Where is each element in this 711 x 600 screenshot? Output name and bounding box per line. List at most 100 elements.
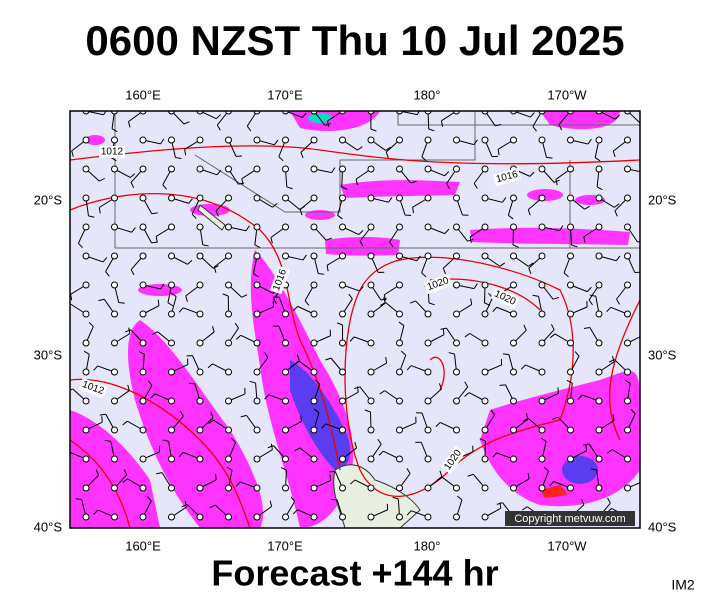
barb-feather <box>130 269 135 276</box>
barb-station <box>453 281 460 289</box>
barb-station <box>538 368 546 376</box>
latitude-label: 20°S <box>34 192 63 207</box>
barb-feather <box>70 294 73 301</box>
barb-station <box>310 252 318 260</box>
barb-feather <box>512 244 519 248</box>
barb-station <box>510 426 517 434</box>
barb-feather <box>428 128 435 132</box>
barb-feather <box>230 437 236 443</box>
barb-feather <box>160 138 165 145</box>
barb-feather <box>71 150 74 157</box>
barb-station <box>453 310 460 318</box>
barb-station <box>225 484 232 492</box>
barb-feather <box>473 139 478 145</box>
barb-station <box>567 484 574 492</box>
barb-station <box>282 455 289 463</box>
barb-station <box>310 165 318 173</box>
barb-feather <box>171 292 177 298</box>
barb-station <box>510 339 517 347</box>
barb-feather <box>550 324 555 330</box>
barb-station <box>367 513 375 521</box>
barb-feather <box>581 499 585 506</box>
barb-feather <box>103 111 107 116</box>
barb-station <box>225 426 232 434</box>
barb-station <box>567 281 574 289</box>
barb-station <box>225 310 232 318</box>
barb-feather <box>590 468 597 471</box>
barb-feather <box>131 227 136 233</box>
barb-feather <box>637 240 640 243</box>
barb-feather <box>207 363 213 369</box>
barb-station <box>253 397 261 405</box>
barb-station <box>310 136 318 144</box>
barb-feather <box>645 168 648 173</box>
barb-feather <box>400 350 407 356</box>
longitude-label: 160°E <box>125 538 161 553</box>
barb-feather <box>160 283 165 290</box>
barb-station <box>367 194 375 202</box>
barb-station <box>567 252 574 260</box>
barb-station <box>168 223 175 231</box>
barb-feather <box>359 286 364 292</box>
barb-station <box>111 426 118 434</box>
barb-feather <box>290 496 296 502</box>
barb-feather <box>439 470 443 477</box>
barb-station <box>567 455 574 463</box>
barb-station <box>567 194 574 202</box>
barb-feather <box>300 152 304 159</box>
barb-station <box>510 223 517 231</box>
barb-feather <box>492 452 497 458</box>
barb-feather <box>95 469 100 476</box>
barb-station <box>111 339 118 347</box>
barb-station <box>168 455 175 463</box>
barb-feather <box>294 447 301 452</box>
barb-station <box>225 455 232 463</box>
barb-station <box>253 513 261 521</box>
barb-station <box>139 513 147 521</box>
barb-station <box>310 223 318 231</box>
barb-station <box>595 368 603 376</box>
barb-station <box>510 281 517 289</box>
barb-station <box>82 252 90 260</box>
longitude-label: 170°E <box>267 538 303 553</box>
barb-feather <box>184 149 187 156</box>
barb-feather <box>187 260 193 265</box>
barb-feather <box>241 178 244 185</box>
barb-station <box>253 194 261 202</box>
barb-feather <box>235 481 241 487</box>
barb-feather <box>389 241 394 248</box>
latitude-label: 40°S <box>648 519 677 534</box>
longitude-label: 170°W <box>547 538 587 553</box>
barb-feather <box>438 383 442 390</box>
barb-station <box>481 136 489 144</box>
barb-feather <box>302 254 307 261</box>
title: 0600 NZST Thu 10 Jul 2025 <box>85 17 624 64</box>
barb-feather <box>558 124 563 131</box>
barb-feather <box>436 476 443 481</box>
barb-feather <box>273 298 277 305</box>
barb-station <box>253 136 261 144</box>
barb-feather <box>270 237 273 244</box>
barb-feather <box>388 197 393 203</box>
heavy-precipitation <box>290 113 598 484</box>
barb-feather <box>469 236 472 244</box>
barb-station <box>595 136 603 144</box>
barb-feather <box>473 283 478 289</box>
barb-feather <box>88 215 95 218</box>
barb-station <box>225 223 232 231</box>
barb-station <box>253 455 261 463</box>
barb-feather <box>88 321 94 327</box>
barb-feather <box>215 114 221 120</box>
barb-feather <box>412 207 415 214</box>
barb-feather <box>348 293 353 300</box>
barb-station <box>310 397 318 405</box>
barb-feather <box>216 124 221 131</box>
barb-station <box>139 252 147 260</box>
barb-station <box>253 339 261 347</box>
barb-feather <box>249 380 256 384</box>
barb-feather <box>162 439 169 442</box>
barb-feather <box>162 184 168 190</box>
barb-station <box>339 194 346 202</box>
barb-feather <box>520 364 526 370</box>
barb-station <box>168 513 175 521</box>
